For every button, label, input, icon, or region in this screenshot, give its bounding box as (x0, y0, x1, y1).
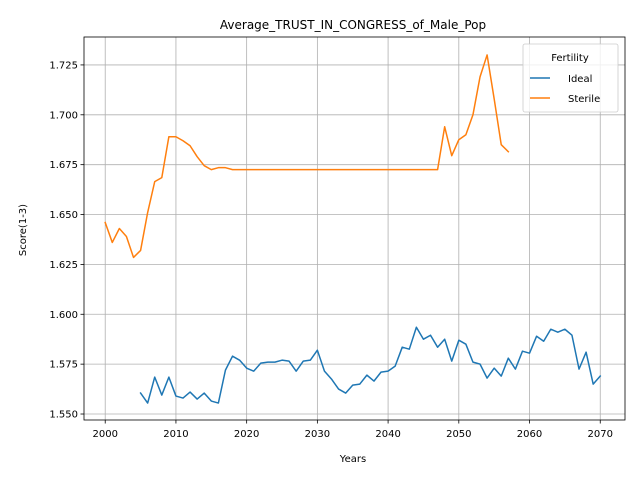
legend-label-ideal: Ideal (568, 74, 592, 85)
x-tick-label: 2030 (305, 429, 330, 440)
y-tick-label: 1.575 (49, 360, 78, 371)
y-tick-label: 1.625 (49, 260, 78, 271)
legend-label-sterile: Sterile (568, 94, 600, 105)
ticks: 2000 2010 2020 2030 2040 2050 2060 2070 1.550 1.5… (49, 60, 613, 440)
x-tick-label: 2020 (234, 429, 259, 440)
y-tick-label: 1.550 (49, 410, 78, 421)
x-tick-label: 2010 (163, 429, 188, 440)
y-tick-label: 1.650 (49, 210, 78, 221)
legend-title: Fertility (551, 53, 589, 64)
y-tick-label: 1.675 (49, 160, 78, 171)
x-tick-label: 2050 (446, 429, 471, 440)
plot-frame (83, 36, 626, 421)
legend-box (522, 43, 619, 113)
series-line-ideal (139, 326, 602, 404)
x-axis-label: Years (339, 454, 366, 465)
y-tick-label: 1.700 (49, 110, 78, 121)
x-tick-label: 2040 (375, 429, 400, 440)
chart-title: Average_TRUST_IN_CONGRESS_of_Male_Pop (220, 18, 486, 32)
series-layer (104, 54, 602, 404)
series-line-sterile (104, 54, 510, 259)
x-tick-label: 2000 (92, 429, 117, 440)
legend: Fertility Ideal Sterile (522, 43, 619, 113)
y-axis-label: Score(1-3) (18, 204, 29, 256)
x-tick-label: 2060 (517, 429, 542, 440)
y-tick-label: 1.600 (49, 310, 78, 321)
x-tick-label: 2070 (588, 429, 613, 440)
y-tick-label: 1.725 (49, 60, 78, 71)
